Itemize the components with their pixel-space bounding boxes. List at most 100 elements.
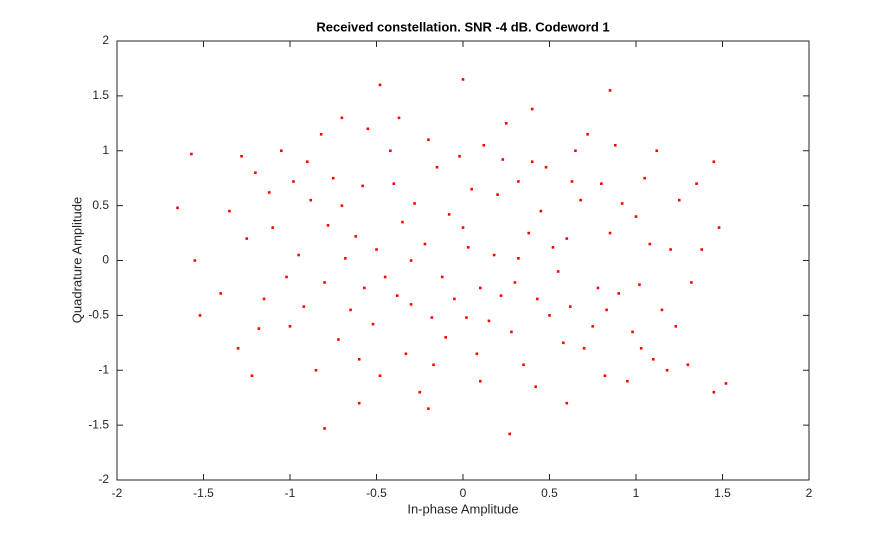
point	[690, 281, 693, 284]
point	[461, 226, 465, 229]
point	[499, 294, 503, 297]
point	[262, 297, 266, 301]
point	[643, 176, 646, 180]
point	[193, 259, 197, 262]
point	[487, 319, 491, 323]
y-axis-label: Quadrature Amplitude	[69, 197, 84, 323]
point	[375, 248, 378, 251]
x-tick-label: -1	[285, 486, 296, 500]
point	[574, 149, 577, 153]
point	[674, 325, 678, 328]
point	[492, 253, 496, 257]
point	[603, 374, 607, 378]
point	[344, 257, 347, 260]
point	[712, 390, 716, 394]
point	[458, 154, 461, 158]
point	[314, 368, 318, 372]
point	[634, 215, 638, 218]
point	[401, 220, 404, 224]
point	[292, 180, 295, 183]
point	[326, 224, 330, 227]
point	[383, 275, 387, 279]
point	[366, 127, 370, 131]
point	[409, 259, 413, 262]
point	[357, 401, 361, 405]
point	[501, 158, 505, 161]
point	[389, 149, 392, 153]
point	[309, 198, 313, 202]
point	[527, 231, 531, 235]
point	[534, 385, 537, 389]
point	[626, 379, 629, 383]
point	[530, 160, 534, 164]
y-tick-label: -0.5	[88, 308, 109, 322]
y-tick-label: 1.5	[92, 88, 109, 102]
point	[404, 352, 408, 356]
point	[591, 325, 595, 328]
point	[392, 182, 396, 185]
point	[354, 235, 358, 238]
point	[302, 305, 306, 308]
point	[271, 226, 274, 229]
point	[638, 283, 641, 286]
point	[250, 374, 254, 378]
point	[323, 427, 326, 430]
point	[435, 165, 439, 169]
x-axis-label: In-phase Amplitude	[407, 501, 518, 516]
point	[479, 286, 482, 290]
point	[228, 209, 231, 213]
x-tick-label: 1	[633, 486, 640, 500]
point	[608, 231, 612, 235]
point	[565, 401, 569, 405]
point	[482, 143, 486, 147]
point	[470, 187, 473, 191]
point	[323, 281, 326, 284]
point	[240, 154, 243, 158]
point	[340, 204, 344, 207]
y-tick-label: 1	[102, 143, 109, 157]
point	[648, 242, 652, 246]
point	[236, 347, 240, 350]
point	[530, 107, 534, 111]
x-tick-label: 0	[460, 486, 467, 500]
point	[285, 275, 288, 279]
x-tick-label: -1.5	[193, 486, 214, 500]
point	[297, 253, 300, 257]
point	[444, 336, 447, 339]
point	[504, 122, 508, 125]
point	[190, 152, 193, 156]
point	[331, 176, 335, 180]
point	[717, 226, 721, 229]
point	[596, 286, 600, 290]
point	[496, 193, 499, 196]
point	[613, 143, 617, 147]
point	[349, 308, 352, 312]
point	[605, 308, 608, 312]
point	[395, 294, 399, 297]
point	[508, 432, 512, 436]
point	[652, 357, 655, 361]
point	[677, 198, 681, 202]
y-tick-label: 0	[102, 253, 109, 267]
point	[556, 270, 560, 273]
point	[440, 275, 444, 279]
point	[413, 202, 416, 205]
y-tick-label: 2	[102, 33, 109, 47]
x-tick-label: 1.5	[714, 486, 731, 500]
point	[617, 292, 620, 295]
point	[371, 322, 375, 326]
point	[570, 180, 574, 183]
point	[306, 160, 309, 164]
point	[579, 198, 582, 202]
point	[548, 314, 551, 317]
point	[340, 116, 344, 120]
point	[695, 182, 698, 185]
point	[288, 325, 292, 328]
point	[337, 338, 340, 341]
point	[361, 184, 364, 188]
x-tick-label: 2	[806, 486, 813, 500]
point	[586, 132, 589, 136]
x-tick-label: 0.5	[541, 486, 558, 500]
x-tick-label: -2	[112, 486, 123, 500]
